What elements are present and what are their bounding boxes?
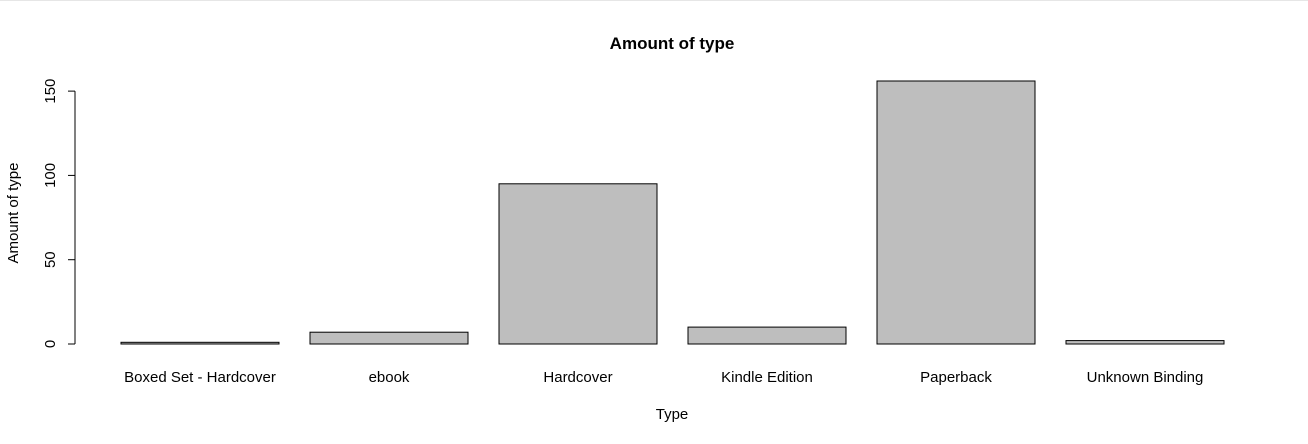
x-tick-label: Unknown Binding xyxy=(1087,369,1204,386)
bar-kindle-edition xyxy=(687,326,847,345)
x-tick-label: Paperback xyxy=(920,369,992,386)
bar-ebook xyxy=(309,331,469,345)
x-tick-label: Boxed Set - Hardcover xyxy=(124,369,276,386)
y-tick-label: 150 xyxy=(42,79,59,104)
bars-group xyxy=(120,80,1225,345)
chart-title: Amount of type xyxy=(610,34,735,53)
x-axis-label: Type xyxy=(656,406,689,423)
y-tick-label: 0 xyxy=(42,340,59,348)
x-tick-label: ebook xyxy=(369,369,410,386)
x-tick-labels-group: Boxed Set - Hardcover ebook Hardcover Kindl… xyxy=(124,369,1203,386)
bar-hardcover xyxy=(498,183,658,345)
y-axis-label: Amount of type xyxy=(5,163,22,264)
bar-paperback xyxy=(876,80,1036,345)
y-axis: 0 50 100 150 xyxy=(42,79,76,348)
bar-boxed-set-hardcover xyxy=(120,341,280,345)
y-tick-label: 100 xyxy=(42,163,59,188)
y-tick-label: 50 xyxy=(42,251,59,268)
bar-unknown-binding xyxy=(1065,340,1225,345)
x-tick-label: Hardcover xyxy=(543,369,612,386)
x-tick-label: Kindle Edition xyxy=(721,369,813,386)
